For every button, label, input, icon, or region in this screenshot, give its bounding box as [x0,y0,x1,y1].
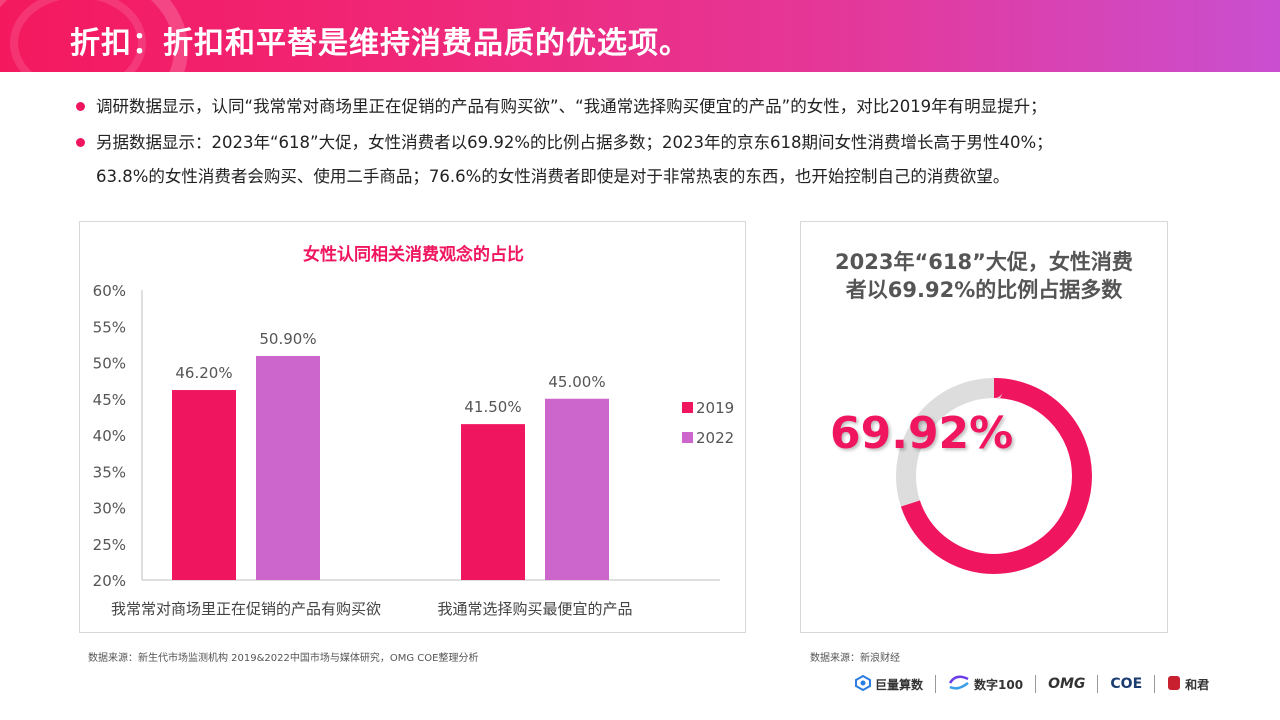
donut-title-line: 者以69.92%的比例占据多数 [845,278,1123,302]
decorative-swirl-inner [10,0,146,72]
hejun-seal-icon [1167,675,1181,694]
y-tick-label: 60% [93,282,126,300]
donut-chart [896,378,1092,574]
y-tick-label: 30% [93,500,126,518]
bullet-text: 调研数据显示，认同“我常常对商场里正在促销的产品有购买欲”、“我通常选择购买便宜… [96,97,1047,116]
shuzi-logo-icon [948,675,970,694]
omg-logo: OMG [1048,676,1085,692]
shuzi-logo-text: 数字100 [974,677,1024,692]
juliang-logo-text: 巨量算数 [875,677,924,692]
logo-divider [1097,675,1099,693]
y-tick-label: 35% [93,463,126,481]
donut-center-value: 69.92% [830,408,1014,459]
legend-swatch [682,402,693,413]
coe-logo-text: COE [1110,676,1143,692]
bar-data-label: 50.90% [259,330,316,348]
omg-logo-text: OMG [1048,676,1086,692]
bar-chart-panel: 女性认同相关消费观念的占比 60% 55% 50% 45% 40% 35% 30% 25% 20… [79,221,746,633]
donut-segment-rest [896,378,1092,574]
bar-data-label: 46.20% [175,364,232,382]
logo-divider [935,675,937,693]
source-note-right: 数据来源：新浪财经 [810,653,900,664]
logo-bar: 巨量算数 数字100 OMG COE 和君 [855,672,1209,696]
x-category-label: 我常常对商场里正在促销的产品有购买欲 [111,600,381,618]
title-banner: 折扣：折扣和平替是维持消费品质的优选项。 [0,0,1280,72]
chart-title: 女性认同相关消费观念的占比 [303,245,524,265]
y-tick-label: 20% [93,572,126,590]
logo-divider [1035,675,1037,693]
bullet-dot-icon [76,138,85,147]
legend-label: 2022 [696,429,734,447]
logo-divider [1154,675,1156,693]
bullet-item: 另据数据显示：2023年“618”大促，女性消费者以69.92%的比例占据多数；… [76,126,1226,194]
hejun-logo-text: 和君 [1185,677,1210,692]
donut-title: 2023年“618”大促，女性消费 者以69.92%的比例占据多数 [821,248,1147,304]
bar-2022 [545,398,609,580]
bar-2022 [256,355,320,580]
y-tick-label: 25% [93,536,126,554]
juliang-logo: 巨量算数 [855,674,924,694]
bullet-text: 另据数据显示：2023年“618”大促，女性消费者以69.92%的比例占据多数；… [96,133,1053,152]
y-tick-label: 50% [93,355,126,373]
bar-data-label: 41.50% [464,398,521,416]
bullet-dot-icon [76,102,85,111]
legend-swatch [682,432,693,443]
legend-label: 2019 [696,399,734,417]
page-title: 折扣：折扣和平替是维持消费品质的优选项。 [70,26,690,61]
hejun-logo: 和君 [1167,675,1209,694]
y-tick-label: 40% [93,427,126,445]
donut-chart-panel: 2023年“618”大促，女性消费 者以69.92%的比例占据多数 [800,221,1168,633]
shuzi-logo: 数字100 [948,675,1023,694]
juliang-logo-icon [855,674,871,694]
bullet-list: 调研数据显示，认同“我常常对商场里正在促销的产品有购买欲”、“我通常选择购买便宜… [76,90,1226,196]
y-tick-label: 55% [93,318,126,336]
y-tick-label: 45% [93,391,126,409]
bar-2019 [461,424,525,580]
donut-title-line: 2023年“618”大促，女性消费 [835,250,1133,274]
bullet-text: 63.8%的女性消费者会购买、使用二手商品；76.6%的女性消费者即使是对于非常… [96,167,1010,186]
x-category-label: 我通常选择购买最便宜的产品 [437,600,632,618]
bar-chart: 60% 55% 50% 45% 40% 35% 30% 25% 20% 46.20% 50.90% 我… [93,282,735,618]
bar-2019 [172,390,236,580]
bullet-item: 调研数据显示，认同“我常常对商场里正在促销的产品有购买欲”、“我通常选择购买便宜… [76,90,1226,124]
bar-data-label: 45.00% [548,373,605,391]
source-note-left: 数据来源：新生代市场监测机构 2019&2022中国市场与媒体研究，OMG CO… [88,653,479,664]
coe-logo: COE [1110,676,1142,692]
